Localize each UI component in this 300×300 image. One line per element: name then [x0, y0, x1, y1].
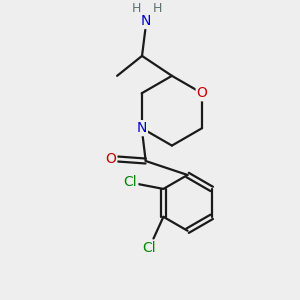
Text: O: O	[105, 152, 116, 166]
Text: N: N	[136, 121, 147, 135]
Text: N: N	[141, 14, 151, 28]
Text: H: H	[131, 2, 141, 15]
Text: Cl: Cl	[142, 241, 156, 255]
Text: O: O	[197, 86, 208, 100]
Text: Cl: Cl	[124, 175, 137, 189]
Text: H: H	[152, 2, 162, 15]
